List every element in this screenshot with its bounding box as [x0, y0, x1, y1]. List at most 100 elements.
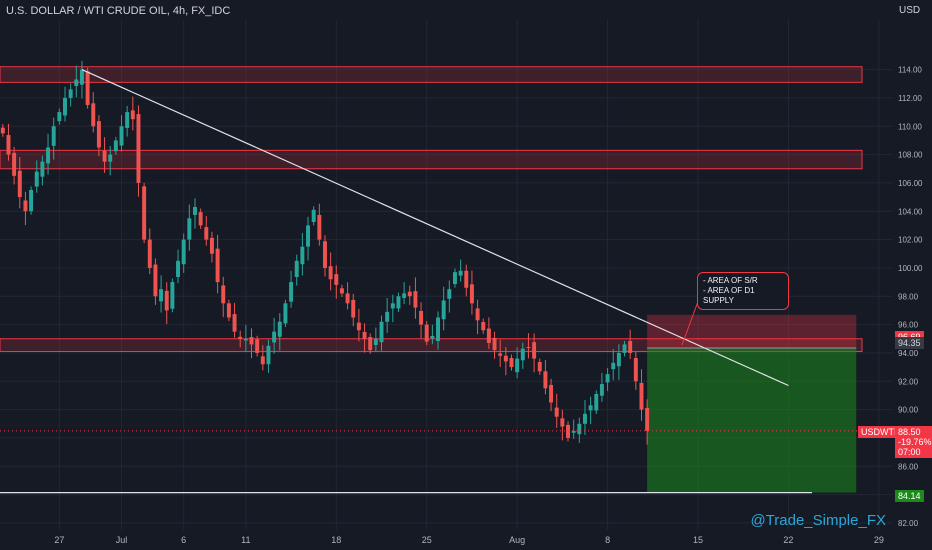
x-tick-label: 11 — [241, 535, 250, 545]
candles — [0, 60, 650, 445]
candle-body — [373, 338, 378, 345]
last-price-tag: 88.50 -19.76% 07:00 — [895, 426, 932, 458]
candle-body — [323, 241, 327, 268]
candle-body — [12, 152, 17, 176]
candle-body — [187, 218, 192, 240]
candle-body — [441, 300, 446, 320]
candle-body — [543, 371, 548, 389]
candle-body — [334, 274, 339, 285]
candle-body — [209, 237, 214, 254]
candle-body — [328, 266, 333, 280]
candle-body — [566, 424, 570, 438]
candle-body — [46, 147, 51, 164]
candle-body — [368, 337, 373, 351]
y-tick-label: 98.00 — [898, 292, 919, 301]
last-price: 88.50 — [898, 427, 921, 437]
y-tick-label: 112.00 — [898, 94, 922, 103]
candle-body — [147, 239, 152, 268]
candle-body — [232, 314, 237, 332]
time-axis[interactable]: 27 Jul 6 11 18 25 Aug 8 15 22 29 — [54, 535, 884, 545]
candle-body — [385, 311, 390, 322]
candle-body — [17, 170, 22, 198]
candle-body — [520, 348, 525, 361]
y-tick-label: 96.00 — [898, 321, 919, 330]
y-tick-label: 94.00 — [898, 349, 919, 358]
candle-body — [436, 317, 441, 342]
candle-body — [447, 289, 452, 299]
candle-body — [492, 337, 497, 351]
candle-body — [125, 112, 130, 128]
candle-body — [289, 282, 294, 302]
candle-body — [57, 112, 62, 122]
candle-body — [79, 69, 84, 85]
sr-zone — [0, 66, 863, 83]
candle-body — [74, 79, 79, 87]
x-tick-label: 6 — [181, 535, 186, 545]
candle-body — [633, 358, 638, 382]
y-tick-label: 92.00 — [898, 377, 919, 386]
candle-body — [181, 239, 186, 265]
candle-body — [616, 352, 621, 367]
candle-body — [605, 374, 610, 383]
candle-body — [639, 382, 644, 410]
target-price-tag: 84.14 — [895, 490, 924, 502]
candle-body — [159, 289, 164, 302]
y-tick-label: 82.00 — [898, 519, 919, 528]
candle-body — [6, 135, 11, 155]
annotation-callout[interactable]: - AREA OF S/R - AREA OF D1 SUPPLY — [697, 272, 789, 310]
candle-body — [221, 285, 226, 304]
candle-body — [108, 154, 113, 162]
y-tick-label: 86.00 — [898, 462, 919, 471]
candle-body — [645, 407, 650, 431]
candle-body — [419, 310, 424, 325]
candle-body — [249, 337, 254, 345]
candle-body — [85, 71, 90, 105]
price-axis[interactable]: 82.0084.0086.0088.0090.0092.0094.0096.00… — [898, 66, 923, 528]
candle-body — [622, 344, 627, 353]
candle-body — [577, 423, 582, 435]
chart-title: U.S. DOLLAR / WTI CRUDE OIL, 4h, FX_IDC — [6, 5, 231, 17]
candle-body — [582, 413, 587, 424]
x-tick-label: Aug — [509, 535, 525, 545]
candle-body — [119, 126, 124, 146]
candle-body — [68, 89, 73, 98]
candle-body — [34, 171, 39, 187]
candle-body — [294, 260, 299, 277]
y-tick-label: 110.00 — [898, 122, 922, 131]
candle-body — [164, 290, 169, 311]
candle-body — [142, 186, 147, 240]
y-tick-label: 100.00 — [898, 264, 923, 273]
sr-zone — [0, 338, 863, 352]
candle-body — [300, 246, 305, 265]
candle-body — [458, 270, 463, 276]
x-tick-label: 25 — [422, 535, 432, 545]
candle-body — [588, 405, 593, 411]
candle-body — [51, 126, 56, 146]
watermark: @Trade_Simple_FX — [750, 512, 886, 529]
candle-body — [571, 430, 576, 433]
x-tick-label: Jul — [116, 535, 128, 545]
candle-body — [102, 150, 107, 162]
candle-body — [204, 227, 209, 240]
candle-body — [198, 212, 203, 226]
candle-body — [356, 322, 361, 331]
candle-body — [452, 272, 457, 285]
entry-price-tag: 94.35 — [895, 337, 924, 349]
y-tick-label: 106.00 — [898, 179, 923, 188]
x-tick-label: 29 — [874, 535, 884, 545]
candle-body — [599, 384, 604, 396]
target-zone — [647, 347, 857, 493]
candle-body — [526, 346, 531, 348]
candle-body — [402, 293, 407, 298]
candle-body — [130, 110, 135, 120]
candle-body — [537, 361, 542, 372]
price-change: -19.76% — [898, 437, 932, 447]
trendline — [81, 69, 789, 387]
candle-body — [311, 209, 316, 223]
candle-body — [345, 293, 350, 304]
candle-body — [554, 407, 559, 417]
short-position-tool[interactable] — [647, 314, 857, 493]
candle-body — [170, 282, 175, 309]
candle-body — [407, 291, 412, 297]
